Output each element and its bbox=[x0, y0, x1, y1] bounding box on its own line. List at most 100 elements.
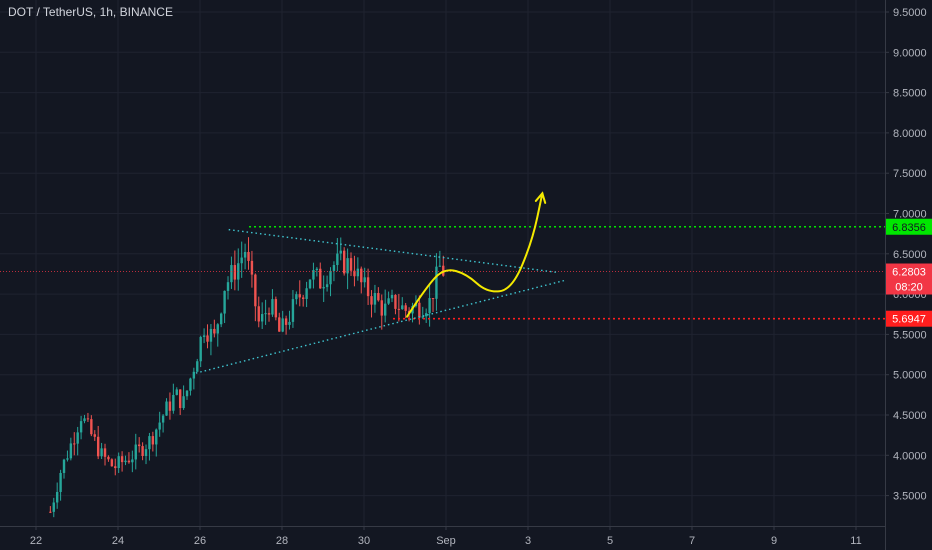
candle-body bbox=[243, 251, 247, 258]
time-tick-label: 3 bbox=[525, 535, 531, 547]
countdown-tag bbox=[886, 279, 932, 295]
candle-body bbox=[185, 390, 189, 397]
price-tick-label: 5.0000 bbox=[893, 370, 927, 382]
projection-arrowhead bbox=[534, 191, 547, 204]
candle-body bbox=[363, 277, 366, 283]
candle-body bbox=[260, 314, 264, 322]
time-tick-label: 24 bbox=[112, 535, 124, 547]
candle-body bbox=[329, 270, 332, 285]
candle-body bbox=[219, 313, 223, 325]
candle-body bbox=[247, 251, 250, 261]
candle-body bbox=[96, 436, 100, 457]
candle-body bbox=[209, 328, 213, 342]
candle-body bbox=[404, 305, 407, 311]
time-axis: 22 24 26 28 30 Sep 3 5 7 9 11 bbox=[0, 526, 885, 547]
candle-body bbox=[288, 321, 291, 325]
candle-body bbox=[250, 260, 254, 275]
candle-body bbox=[55, 491, 59, 503]
candle-body bbox=[79, 421, 83, 433]
candle-body bbox=[353, 270, 356, 277]
candles bbox=[49, 237, 445, 518]
candle-body bbox=[158, 422, 161, 430]
price-tick-label: 5.5000 bbox=[893, 329, 927, 341]
candle-body bbox=[127, 460, 131, 463]
price-tick-label: 3.5000 bbox=[893, 491, 927, 503]
candle-body bbox=[390, 294, 394, 299]
candle-body bbox=[148, 436, 151, 450]
candle-body bbox=[161, 415, 165, 423]
triangle-upper-line bbox=[228, 228, 557, 274]
time-tick-label: 26 bbox=[194, 535, 206, 547]
candle-body bbox=[237, 263, 240, 280]
candle-body bbox=[401, 305, 404, 310]
candle-body bbox=[278, 317, 281, 332]
time-tick-label: Sep bbox=[436, 535, 456, 547]
candle-body bbox=[322, 287, 325, 289]
candle-body bbox=[336, 253, 339, 266]
candle-body bbox=[366, 277, 370, 297]
time-tick-label: 11 bbox=[850, 535, 861, 547]
candle-body bbox=[73, 443, 76, 445]
candle-body bbox=[271, 299, 274, 315]
grid bbox=[0, 0, 885, 526]
candle-body bbox=[240, 257, 243, 264]
candle-body bbox=[315, 268, 319, 271]
candle-body bbox=[397, 308, 401, 310]
candle-body bbox=[308, 279, 312, 289]
candle-body bbox=[312, 270, 315, 280]
countdown-label: 08:20 bbox=[895, 282, 923, 294]
price-tick-label: 9.0000 bbox=[893, 47, 927, 59]
price-tick-label: 9.5000 bbox=[893, 7, 927, 19]
candle-body bbox=[151, 436, 155, 445]
candle-body bbox=[117, 456, 120, 469]
candle-body bbox=[189, 378, 192, 391]
candle-body bbox=[69, 443, 73, 459]
price-tick-label: 8.0000 bbox=[893, 128, 927, 140]
candle-body bbox=[301, 297, 305, 299]
candle-body bbox=[360, 268, 363, 283]
candle-body bbox=[346, 258, 349, 274]
candle-body bbox=[383, 303, 387, 316]
candle-body bbox=[428, 298, 431, 314]
candle-body bbox=[295, 294, 298, 300]
candle-body bbox=[86, 418, 90, 420]
candle-body bbox=[226, 282, 230, 291]
candle-body bbox=[319, 268, 322, 289]
candle-body bbox=[349, 258, 353, 271]
candle-body bbox=[134, 444, 137, 460]
time-tick-label: 28 bbox=[276, 535, 288, 547]
candle-body bbox=[59, 472, 62, 492]
candle-body bbox=[291, 299, 295, 322]
candle-body bbox=[137, 444, 141, 447]
candle-body bbox=[76, 432, 79, 444]
candle-body bbox=[223, 290, 226, 314]
candle-body bbox=[182, 396, 185, 409]
candle-body bbox=[196, 361, 199, 372]
candle-body bbox=[100, 448, 103, 457]
candle-body bbox=[281, 318, 284, 332]
candle-body bbox=[175, 389, 178, 395]
drawing-overlays bbox=[0, 191, 885, 374]
candle-body bbox=[172, 394, 175, 411]
candle-body bbox=[254, 274, 257, 307]
price-tick-label: 7.5000 bbox=[893, 168, 927, 180]
candle-body bbox=[373, 293, 377, 305]
price-tick-label: 8.5000 bbox=[893, 88, 927, 100]
candle-body bbox=[387, 298, 390, 304]
candle-body bbox=[168, 401, 172, 411]
candle-body bbox=[370, 296, 373, 305]
price-axis: 3.50004.00004.50005.00005.50006.00006.50… bbox=[885, 0, 932, 550]
candle-body bbox=[216, 324, 219, 334]
candle-body bbox=[49, 511, 52, 513]
candle-body bbox=[305, 288, 308, 299]
candle-body bbox=[233, 265, 237, 280]
candle-body bbox=[62, 459, 66, 473]
candle-body bbox=[90, 419, 93, 435]
price-tick-label: 6.5000 bbox=[893, 249, 927, 261]
time-tick-label: 9 bbox=[771, 535, 777, 547]
candle-body bbox=[52, 502, 55, 512]
price-tick-label: 7.0000 bbox=[893, 209, 927, 221]
time-tick-label: 22 bbox=[30, 535, 42, 547]
